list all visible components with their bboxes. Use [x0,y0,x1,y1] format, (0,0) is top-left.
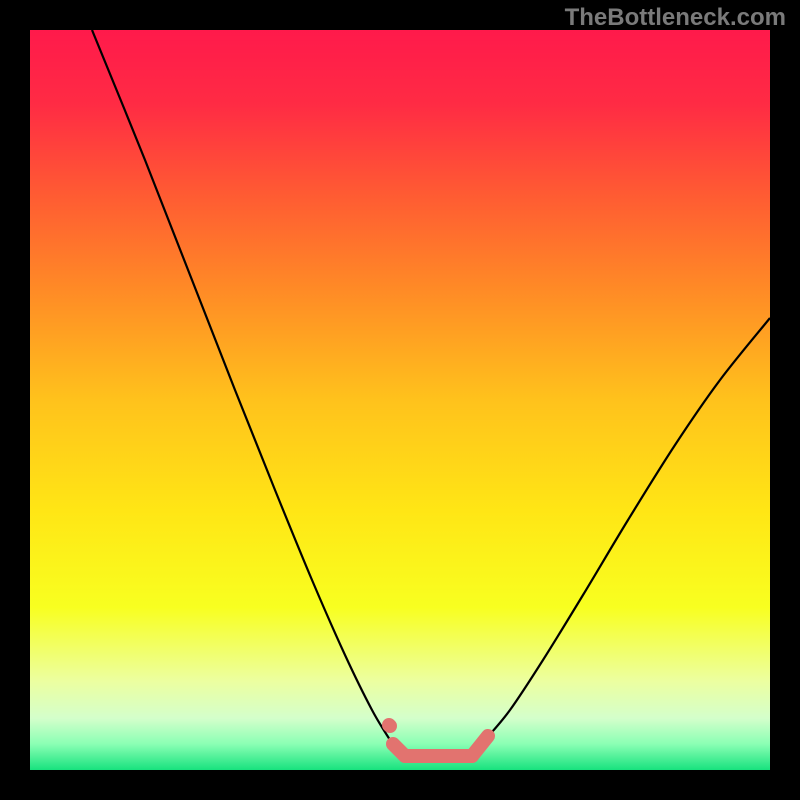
bottom-marker-segment [389,725,390,726]
bottom-marker [389,725,488,756]
v-curve-left [92,30,390,740]
border-right [770,0,800,800]
bottom-marker-segment [472,736,488,756]
v-curve-right [485,318,770,740]
plot-area [30,30,770,770]
border-bottom [0,770,800,800]
border-left [0,0,30,800]
curve-layer [30,30,770,770]
watermark-text: TheBottleneck.com [565,4,786,32]
chart-frame: TheBottleneck.com [0,0,800,800]
